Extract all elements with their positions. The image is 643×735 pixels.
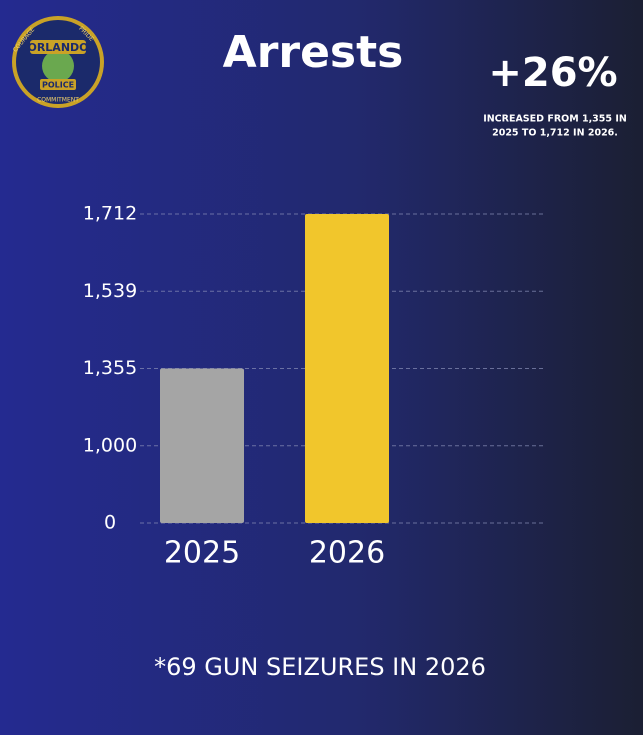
y-tick-label: 1,000 — [83, 434, 137, 456]
y-tick-label: 1,539 — [83, 280, 137, 302]
logo-banner — [40, 79, 76, 90]
logo-motto: COMMITMENT — [37, 97, 79, 104]
y-tick-label: 0 — [104, 512, 116, 534]
x-tick-label: 2026 — [309, 536, 385, 571]
y-tick-label: 1,712 — [83, 203, 137, 225]
logo-name: ORLANDO — [27, 41, 88, 54]
footnote: *69 GUN SEIZURES IN 2026 — [154, 653, 486, 681]
logo-sub: POLICE — [42, 81, 74, 90]
x-tick-label: 2025 — [164, 536, 240, 571]
chart-title: Arrests — [223, 27, 404, 78]
headline-note: INCREASED FROM 1,355 IN — [483, 114, 627, 125]
logo-globe — [42, 50, 74, 82]
headline-note: 2025 TO 1,712 IN 2026. — [492, 128, 618, 139]
logo-banner — [30, 40, 86, 54]
bar — [160, 368, 244, 523]
bar — [305, 214, 389, 523]
y-tick-label: 1,355 — [83, 357, 137, 379]
logo: ORLANDO POLICE COURAGE PRIDE COMMITMENT — [12, 16, 104, 108]
headline: +26% — [488, 50, 617, 96]
